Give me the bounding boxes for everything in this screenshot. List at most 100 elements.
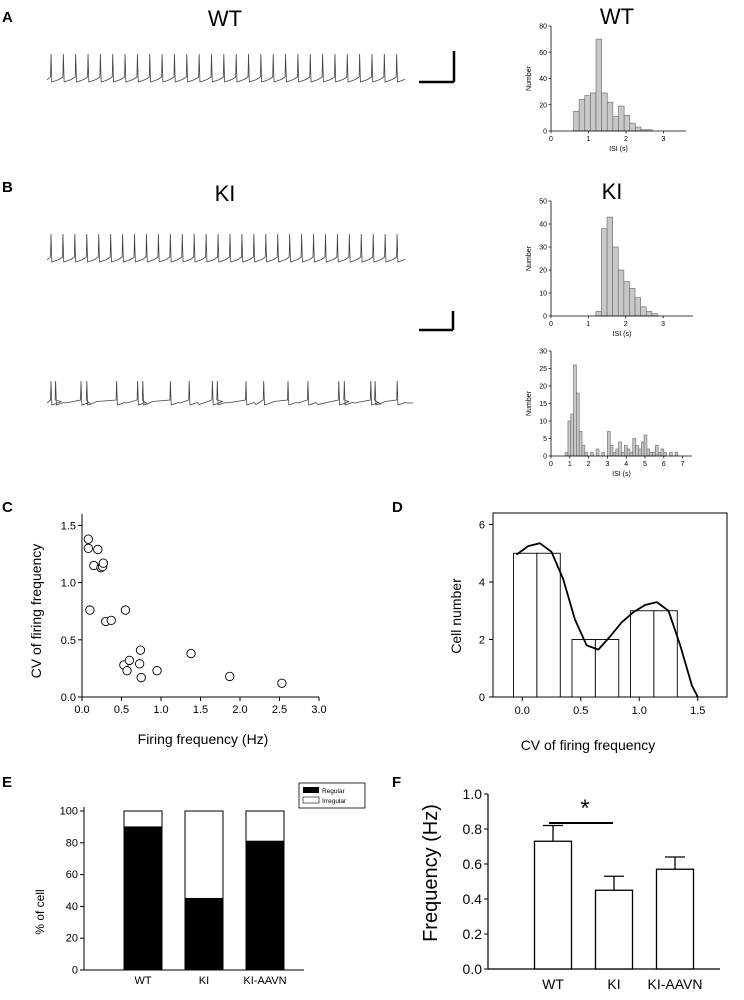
hist-bar	[646, 448, 651, 457]
x-tick-label: 0	[549, 136, 553, 143]
trace-line	[46, 53, 406, 83]
x-tick-label: 0	[549, 321, 553, 328]
y-tick-label: 50	[539, 199, 547, 206]
trace-ki-regular	[46, 233, 406, 263]
hist-bar	[626, 448, 631, 457]
hist-bar	[617, 269, 625, 317]
scatter-point	[135, 645, 146, 655]
bar	[655, 868, 695, 970]
fit-curve	[515, 542, 699, 698]
y-tick-label: 2	[479, 635, 485, 647]
y-tick-label: 0.2	[463, 926, 483, 942]
hist-bar	[652, 452, 656, 457]
hist-bar	[612, 116, 619, 132]
y-tick-label: 20	[539, 268, 547, 275]
y-tick-label: 80	[66, 837, 78, 849]
y-tick-label: 1.0	[463, 786, 483, 802]
category-label: WT	[134, 975, 151, 987]
trace-title-ki: KI	[215, 181, 236, 206]
y-tick-label: 20	[66, 933, 78, 945]
f-ylabel: Frequency (Hz)	[420, 804, 442, 942]
hist-bar	[590, 452, 594, 457]
category-label: KI-AAVN	[243, 975, 286, 987]
hist-bar	[645, 311, 653, 317]
hist-bar	[601, 228, 608, 317]
hist-bar	[581, 445, 586, 457]
scatter-point	[124, 655, 135, 666]
hist-bar	[578, 431, 583, 457]
hist-bar	[584, 95, 591, 132]
x-tick-label: 4	[624, 461, 628, 468]
panel-label-b: B	[2, 179, 13, 196]
x-tick-label: 6	[662, 461, 666, 468]
y-tick-label: 0.6	[463, 856, 483, 872]
scatter-point	[152, 666, 162, 676]
trace-ki-irregular	[46, 380, 413, 406]
x-tick-label: 0.0	[515, 705, 530, 717]
legend-irregular-swatch	[302, 796, 320, 804]
histogram-b-irregular: 0 1 2 3 4 5 6 7 0 5 10 15 20 25 30 ISI (s) Number	[526, 349, 692, 478]
panel-label-c: C	[2, 499, 13, 516]
scatter-point	[186, 648, 196, 659]
c-xlabel: Firing frequency (Hz)	[138, 731, 269, 747]
y-tick-label: 10	[539, 291, 547, 298]
hist-bar	[606, 216, 613, 317]
hist-bar	[564, 452, 569, 457]
hist-bar	[649, 452, 653, 457]
x-tick-label: 0.5	[114, 704, 129, 716]
y-tick-label: 0.4	[463, 891, 483, 907]
hist-bar	[618, 441, 622, 457]
histogram-d: 0.0 0.5 1.0 1.5 0 2 4 6	[479, 512, 728, 717]
y-tick-label: 0.0	[61, 692, 76, 704]
hist-bar	[635, 445, 639, 457]
y-axis-label: Number	[526, 65, 533, 91]
x-tick-label: 2	[587, 461, 591, 468]
x-tick-label: 2	[624, 321, 628, 328]
y-tick-label: 80	[539, 24, 547, 31]
y-tick-label: 0	[72, 965, 78, 977]
hist-bar	[513, 552, 538, 698]
hist-bar	[660, 448, 665, 457]
y-tick-label: 10	[539, 419, 547, 426]
x-tick-label: 1.0	[632, 705, 647, 717]
x-tick-label: 7	[681, 461, 685, 468]
scatter-point	[277, 678, 287, 688]
scatter-point	[85, 605, 95, 615]
bar-irregular	[245, 810, 285, 842]
x-tick-label: 1.5	[690, 705, 705, 717]
x-tick-label: 2.0	[232, 704, 247, 716]
hist-bar	[601, 92, 608, 132]
hist-bar	[578, 99, 586, 132]
y-tick-label: 60	[66, 869, 78, 881]
bar-regular	[123, 826, 163, 971]
y-tick-label: 40	[66, 901, 78, 913]
bar-irregular	[123, 810, 163, 828]
hist-bar	[590, 92, 597, 132]
histogram-a: 0 1 2 3 0 20 40 60 80 ISI (s) Number	[526, 24, 686, 153]
y-tick-label: 0	[543, 454, 547, 461]
scale-bar-a	[419, 51, 456, 84]
y-tick-label: 20	[539, 102, 547, 109]
hist-bar	[606, 101, 614, 132]
hist-bar	[634, 297, 641, 317]
hist-bar	[630, 610, 655, 698]
panel-label-f: F	[392, 774, 401, 791]
bar	[533, 840, 573, 970]
y-tick-label: 20	[539, 384, 547, 391]
y-tick-label: 0	[543, 129, 547, 136]
hist-bar	[669, 452, 673, 457]
e-ylabel: % of cell	[33, 889, 47, 934]
x-tick-label: 1	[587, 136, 591, 143]
hist-bar	[629, 288, 636, 317]
x-tick-label: 0	[549, 461, 553, 468]
hist-bar	[624, 445, 628, 457]
panel-label-a: A	[2, 9, 13, 26]
hist-bar	[674, 452, 679, 457]
category-label: WT	[542, 976, 564, 992]
y-axis-label: Number	[526, 245, 533, 271]
y-tick-label: 30	[539, 349, 547, 356]
y-tick-label: 4	[479, 577, 485, 589]
legend-e: Regular Irregular	[298, 782, 366, 809]
scatter-point	[122, 666, 132, 676]
trace-line	[46, 380, 413, 406]
